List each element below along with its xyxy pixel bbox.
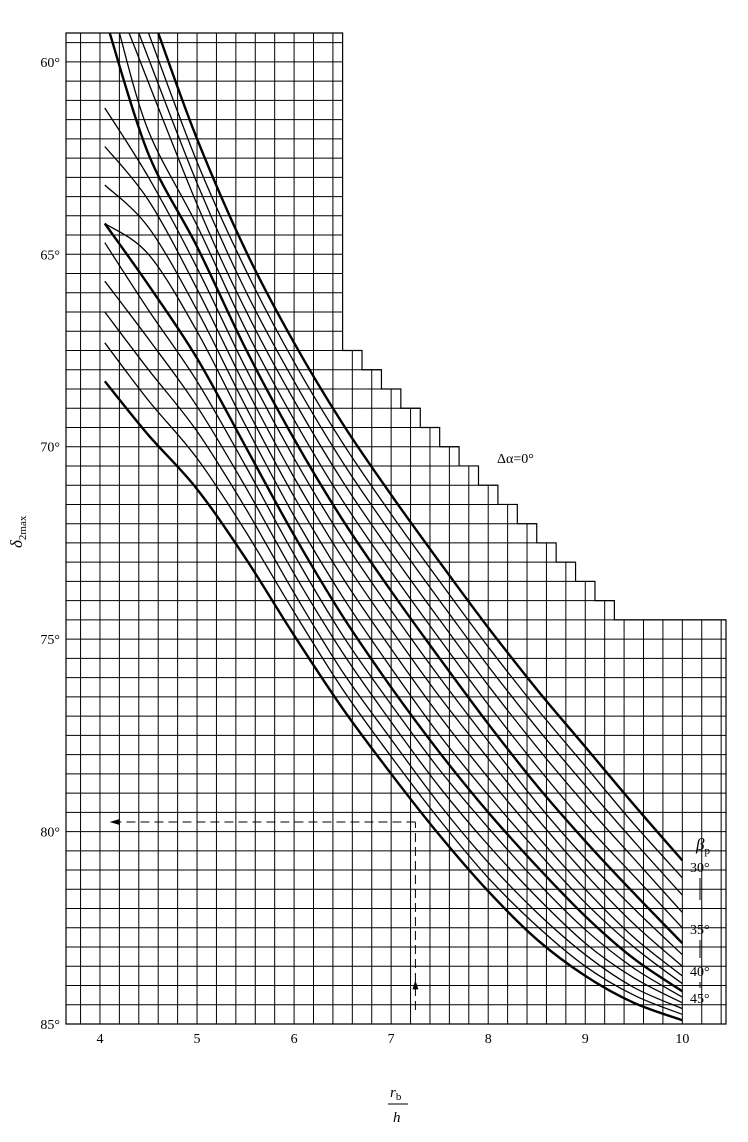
series-line-beta-37 bbox=[104, 146, 683, 967]
y-tick-label: 60° bbox=[40, 56, 60, 71]
series-line-beta-35 bbox=[108, 33, 684, 945]
series-line-beta-45 bbox=[103, 380, 683, 1022]
chart-overlay bbox=[109, 818, 419, 1010]
series-line-beta-41 bbox=[104, 242, 683, 998]
example-up-arrow bbox=[412, 980, 419, 990]
y-axis-label: δ2max bbox=[7, 515, 29, 548]
x-label-r: r bbox=[390, 1085, 396, 1101]
x-tick-label: 8 bbox=[485, 1032, 492, 1047]
grid-frame bbox=[65, 32, 727, 1025]
series-line-beta-30 bbox=[157, 33, 684, 862]
chart-grid bbox=[65, 32, 727, 1025]
x-label-r-subscript: b bbox=[396, 1091, 402, 1103]
series-line-beta-32 bbox=[138, 33, 683, 896]
x-tick-label: 4 bbox=[96, 1032, 103, 1047]
chart-curves bbox=[103, 33, 684, 1022]
series-line-beta-36 bbox=[104, 107, 683, 956]
legend-entry: 40° bbox=[690, 965, 710, 980]
series-line-beta-39 bbox=[104, 222, 683, 985]
y-tick-label: 85° bbox=[40, 1018, 60, 1033]
x-tick-label: 6 bbox=[291, 1032, 298, 1047]
x-tick-label: 10 bbox=[675, 1032, 689, 1047]
x-axis-label-numerator: rb bbox=[390, 1085, 402, 1103]
annotation-delta-alpha: Δα=0° bbox=[497, 452, 534, 467]
legend-beta: β bbox=[695, 835, 705, 854]
legend-title: βp bbox=[695, 835, 710, 857]
y-axis-subscript: 2max bbox=[17, 515, 29, 540]
series-line-beta-34 bbox=[118, 33, 683, 929]
y-axis-symbol: δ bbox=[7, 539, 26, 548]
legend-entry: 35° bbox=[690, 923, 710, 938]
series-line-beta-31 bbox=[147, 33, 683, 879]
legend-entry: 45° bbox=[690, 992, 710, 1007]
series-line-beta-42 bbox=[104, 280, 683, 1004]
y-tick-label: 75° bbox=[40, 633, 60, 648]
series-line-beta-44 bbox=[104, 342, 683, 1016]
series-line-beta-33 bbox=[128, 33, 683, 913]
chart-labels: 4 5 6 7 8 9 1060°65°70°75°80°85°δ2maxrbhΔα=0°β… bbox=[7, 56, 710, 1126]
x-tick-label: 7 bbox=[388, 1032, 395, 1047]
y-tick-label: 80° bbox=[40, 826, 60, 841]
example-left-arrow bbox=[109, 818, 120, 825]
legend-entry: 30° bbox=[690, 861, 710, 876]
x-tick-label: 5 bbox=[194, 1032, 201, 1047]
y-tick-label: 65° bbox=[40, 248, 60, 263]
x-tick-label: 9 bbox=[582, 1032, 589, 1047]
legend-beta-subscript: p bbox=[704, 845, 710, 857]
series-line-beta-40 bbox=[103, 222, 683, 993]
x-axis-label-denominator: h bbox=[393, 1110, 401, 1126]
series-line-beta-43 bbox=[104, 311, 683, 1010]
y-tick-label: 70° bbox=[40, 441, 60, 456]
series-line-beta-38 bbox=[104, 184, 683, 977]
